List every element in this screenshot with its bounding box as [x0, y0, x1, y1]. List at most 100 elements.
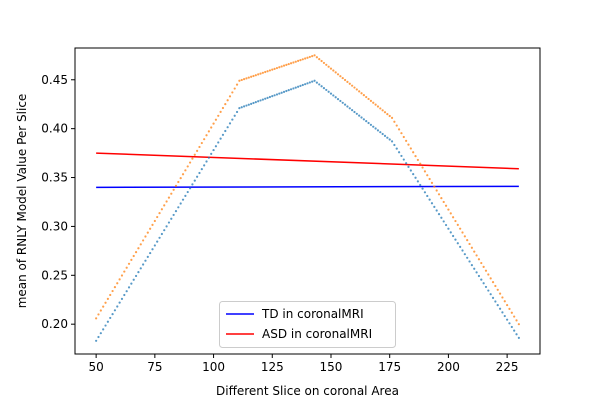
data-point [273, 67, 276, 70]
data-point [393, 120, 396, 123]
data-point [313, 54, 316, 57]
data-point [233, 87, 236, 90]
data-point [275, 66, 279, 70]
data-point [238, 79, 241, 82]
data-point [289, 62, 293, 65]
data-point [341, 101, 344, 104]
data-point [301, 58, 304, 61]
data-point [207, 156, 210, 159]
data-point [228, 95, 232, 98]
data-point [217, 114, 220, 117]
data-point [468, 242, 471, 246]
data-point [186, 190, 189, 194]
data-point [304, 83, 307, 86]
data-point [261, 98, 264, 101]
data-point [383, 134, 387, 137]
data-point [461, 249, 464, 252]
data-point [271, 68, 274, 71]
data-point [360, 116, 363, 119]
y-tick-label: 0.30 [41, 219, 68, 233]
data-point [160, 232, 163, 236]
data-point [111, 289, 114, 293]
x-tick-label: 225 [496, 360, 519, 374]
data-point [240, 106, 243, 109]
data-point [318, 58, 321, 61]
data-point [503, 300, 506, 303]
data-point [264, 70, 267, 74]
data-point [247, 103, 250, 106]
data-point [139, 267, 142, 270]
data-point [513, 315, 516, 318]
data-point [294, 86, 297, 89]
x-tick-label: 100 [202, 360, 225, 374]
data-point [146, 255, 149, 258]
data-point [116, 282, 119, 285]
data-point [196, 149, 199, 152]
data-point [102, 305, 105, 308]
plot-frame [74, 47, 541, 355]
x-tick-label: 50 [88, 360, 103, 374]
data-point [487, 273, 490, 276]
data-point [250, 75, 253, 78]
data-point [149, 227, 152, 230]
data-point [156, 215, 159, 219]
data-point [193, 153, 196, 156]
data-point [304, 57, 307, 60]
data-point [508, 307, 511, 310]
data-point [419, 183, 422, 187]
data-point [191, 157, 194, 160]
data-point [120, 297, 124, 300]
data-point [351, 84, 354, 87]
legend-label-asd: ASD in coronalMRI [262, 327, 372, 341]
data-point [301, 83, 304, 87]
x-tick-label: 175 [378, 360, 401, 374]
data-point [358, 114, 361, 117]
legend-label-td: TD in coronalMRI [261, 307, 364, 321]
data-point [205, 160, 208, 163]
data-point [123, 270, 126, 273]
data-point [158, 236, 161, 239]
data-point [146, 231, 149, 234]
data-point [341, 76, 344, 80]
data-point [405, 162, 408, 165]
data-point [219, 110, 222, 114]
data-point [423, 170, 427, 173]
data-point [508, 322, 511, 325]
data-point [165, 225, 168, 228]
data-point [390, 140, 394, 143]
data-point [111, 313, 114, 316]
y-axis-ticks: 0.20 0.25 0.30 0.35 0.40 0.45 [41, 73, 75, 331]
data-point [428, 198, 431, 201]
data-point [435, 189, 438, 192]
data-point [120, 274, 124, 277]
data-point [487, 289, 490, 292]
data-point [97, 313, 100, 316]
data-point [242, 105, 246, 108]
data-point [501, 296, 504, 299]
data-point [212, 148, 215, 152]
data-point [437, 193, 441, 196]
data-point [459, 227, 462, 230]
data-point [104, 324, 107, 327]
data-point [165, 200, 168, 203]
data-point [386, 136, 389, 139]
data-point [322, 61, 326, 65]
data-point [426, 194, 429, 198]
data-point [254, 74, 257, 77]
data-point [327, 65, 330, 68]
data-point [480, 261, 483, 265]
data-point [491, 296, 495, 299]
data-point [369, 123, 373, 126]
data-point [254, 101, 257, 104]
data-point [289, 88, 293, 91]
data-point [442, 200, 445, 204]
data-point [353, 110, 356, 114]
data-point [137, 247, 140, 250]
data-point [282, 90, 286, 93]
data-point [473, 250, 476, 253]
y-axis-label: mean of RNLY Model Value Per Slice [15, 94, 29, 309]
series-dots-3 [95, 54, 520, 326]
data-point [127, 286, 131, 289]
data-point [348, 82, 351, 85]
